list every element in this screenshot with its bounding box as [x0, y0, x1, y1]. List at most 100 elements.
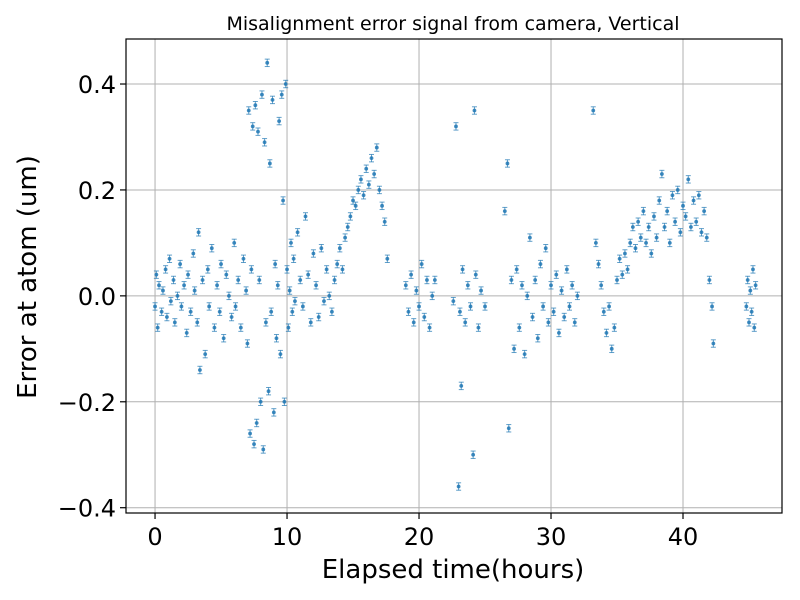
data-point — [277, 349, 283, 359]
data-point — [276, 116, 282, 126]
data-point — [471, 106, 477, 115]
data-point — [429, 291, 435, 301]
data-point — [751, 323, 757, 332]
data-point — [619, 270, 625, 279]
data-point — [691, 196, 697, 205]
data-point — [475, 323, 481, 332]
data-point — [264, 58, 270, 68]
data-point — [606, 302, 612, 311]
data-point — [453, 122, 459, 131]
data-point — [251, 439, 257, 449]
data-point — [504, 159, 510, 168]
data-point — [408, 270, 414, 279]
data-point — [303, 212, 309, 221]
data-point — [532, 275, 538, 285]
data-point — [297, 275, 303, 285]
data-point — [350, 196, 356, 205]
x-axis-label: Elapsed time(hours) — [322, 555, 585, 585]
data-point — [211, 323, 217, 332]
data-point — [177, 259, 183, 269]
data-point — [574, 291, 580, 301]
data-point — [205, 265, 211, 274]
data-point — [272, 259, 278, 269]
data-point — [273, 334, 279, 343]
data-point — [243, 286, 249, 295]
data-point — [601, 307, 607, 316]
x-tick-label: 40 — [668, 523, 699, 551]
data-point — [270, 95, 276, 105]
data-point — [275, 281, 281, 290]
data-point — [190, 249, 196, 258]
data-point — [706, 275, 712, 285]
data-point — [281, 397, 287, 406]
data-point — [283, 79, 289, 89]
data-point — [638, 233, 644, 242]
data-point — [155, 323, 161, 332]
data-point — [662, 222, 668, 232]
data-point — [156, 281, 162, 290]
data-point — [164, 312, 170, 322]
data-point — [457, 307, 463, 316]
y-axis-label: Error at atom (um) — [13, 155, 43, 399]
data-point — [405, 307, 411, 316]
data-point — [632, 243, 638, 253]
data-point — [305, 270, 311, 279]
data-point — [432, 275, 438, 285]
data-point — [614, 275, 620, 285]
data-point — [749, 307, 755, 316]
data-point — [324, 265, 330, 274]
data-point — [285, 323, 291, 332]
data-point — [462, 318, 468, 327]
data-point — [214, 281, 220, 290]
data-point — [627, 238, 633, 248]
data-point — [677, 228, 683, 237]
data-point — [566, 302, 572, 311]
data-point — [300, 302, 306, 311]
data-point — [268, 307, 274, 316]
data-point — [288, 238, 294, 248]
data-point — [318, 243, 324, 253]
data-point — [675, 185, 681, 195]
data-point — [667, 238, 673, 248]
data-point — [622, 249, 628, 258]
data-point — [424, 275, 430, 285]
data-point — [171, 275, 177, 285]
data-point — [206, 302, 212, 311]
data-point — [646, 222, 652, 232]
data-point — [200, 275, 206, 285]
data-point — [609, 344, 615, 354]
data-point — [247, 429, 253, 438]
data-point — [514, 265, 520, 274]
data-point — [363, 164, 369, 173]
data-point — [258, 397, 264, 406]
data-point — [683, 212, 689, 221]
data-point — [456, 482, 462, 491]
data-point — [153, 270, 159, 279]
data-points — [152, 58, 759, 491]
data-point — [625, 265, 631, 274]
y-tick-label: 0.0 — [78, 283, 116, 311]
data-point — [221, 334, 227, 343]
data-point — [746, 318, 752, 327]
data-point — [209, 243, 215, 253]
data-point — [291, 254, 297, 263]
x-axis-ticks: 0 10 20 30 40 — [147, 513, 698, 551]
data-point — [185, 270, 191, 279]
data-point — [313, 281, 319, 290]
data-point — [321, 296, 327, 306]
data-point — [250, 122, 256, 131]
data-point — [421, 312, 427, 322]
data-point — [458, 381, 464, 391]
data-point — [427, 323, 433, 332]
data-point — [332, 275, 338, 285]
data-point — [473, 270, 479, 279]
data-point — [411, 318, 417, 327]
data-point — [358, 175, 364, 184]
data-point — [685, 175, 691, 184]
data-point — [530, 312, 536, 322]
data-point — [743, 302, 749, 311]
data-point — [559, 286, 565, 295]
data-point — [569, 281, 575, 290]
x-tick-label: 0 — [147, 523, 162, 551]
